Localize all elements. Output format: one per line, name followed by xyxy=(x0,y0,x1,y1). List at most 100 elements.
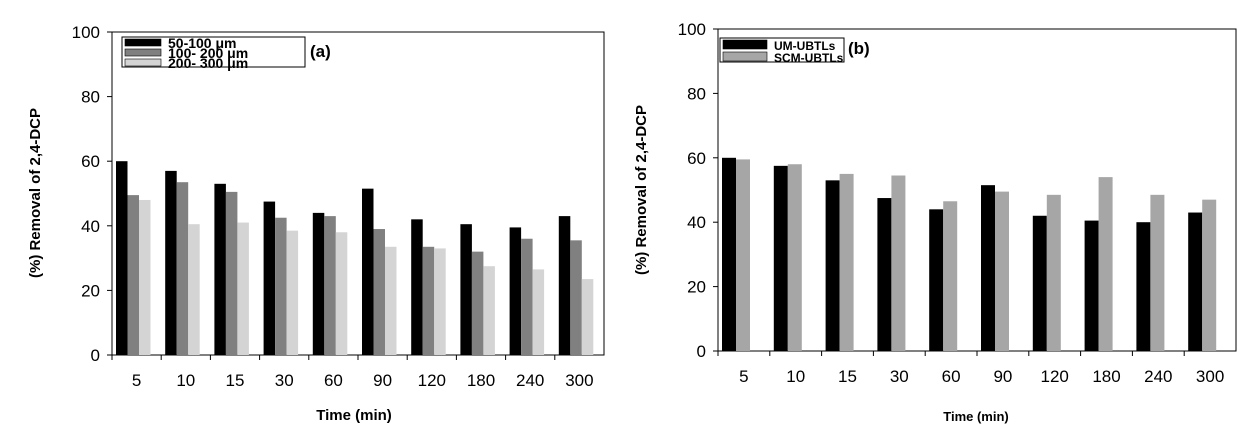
y-axis-label: (%) Removal of 2,4-DCP xyxy=(27,108,44,278)
y-tick-label: 0 xyxy=(697,342,706,361)
y-tick-label: 80 xyxy=(81,88,100,107)
panel-label: (b) xyxy=(848,39,870,58)
bar xyxy=(1046,194,1061,351)
bar xyxy=(225,191,238,355)
bar xyxy=(165,170,177,355)
chart-panel-a: (a) Time (min) (%) Removal of 2,4-DCP 0 2… xyxy=(27,23,605,424)
bar xyxy=(532,269,545,355)
bar xyxy=(312,212,325,355)
legend-swatch xyxy=(722,39,768,50)
x-tick-label: 5 xyxy=(132,371,141,390)
bar xyxy=(263,201,276,355)
legend-swatch xyxy=(124,38,162,47)
y-tick-label: 100 xyxy=(72,23,100,42)
bar xyxy=(116,161,128,355)
bar xyxy=(471,251,484,355)
y-tick-label: 0 xyxy=(91,346,100,365)
x-tick-label: 15 xyxy=(226,371,245,390)
bar xyxy=(1150,194,1165,351)
y-tick-label: 80 xyxy=(687,84,706,103)
bar xyxy=(286,230,299,355)
x-tick-label: 120 xyxy=(418,371,446,390)
chart-panel-b: (b) Time (min) (%) Removal of 2,4-DCP 0 2… xyxy=(633,20,1237,424)
x-tick-label: 10 xyxy=(786,367,805,386)
bar xyxy=(773,165,788,351)
bar xyxy=(275,217,287,355)
legend-label: 200- 300 μm xyxy=(168,55,248,71)
bar xyxy=(214,183,226,355)
bar xyxy=(1098,177,1113,351)
x-tick-label: 300 xyxy=(565,371,593,390)
legend-label: UM-UBTLs xyxy=(774,39,836,53)
bar xyxy=(139,199,151,355)
y-tick-label: 60 xyxy=(687,149,706,168)
legend-label: 100- 200 μm xyxy=(168,45,248,61)
x-axis-label: Time (min) xyxy=(943,409,1009,424)
bar xyxy=(373,229,385,355)
y-tick-label: 40 xyxy=(81,217,100,236)
bar xyxy=(891,175,906,351)
x-tick-label: 30 xyxy=(275,371,294,390)
y-tick-label: 60 xyxy=(81,152,100,171)
bar xyxy=(570,240,582,355)
bar xyxy=(422,246,435,355)
bar xyxy=(943,201,958,351)
x-tick-label: 90 xyxy=(373,371,392,390)
bar xyxy=(434,248,446,355)
x-axis-label: Time (min) xyxy=(316,407,392,424)
bar xyxy=(335,232,348,355)
bar xyxy=(581,279,594,355)
x-tick-label: 10 xyxy=(176,371,195,390)
bar xyxy=(722,157,736,351)
bar xyxy=(324,216,336,355)
bar xyxy=(839,173,854,351)
legend-swatch xyxy=(722,51,768,62)
bar xyxy=(127,195,139,355)
y-tick-label: 20 xyxy=(687,278,706,297)
x-tick-label: 300 xyxy=(1196,367,1224,386)
x-tick-label: 180 xyxy=(467,371,495,390)
x-tick-label: 5 xyxy=(739,367,748,386)
bar xyxy=(1032,215,1047,351)
panel-label: (a) xyxy=(310,42,331,61)
bar xyxy=(877,198,892,351)
bar xyxy=(237,222,249,355)
y-tick-label: 40 xyxy=(687,213,706,232)
bar xyxy=(188,224,200,355)
x-tick-label: 30 xyxy=(890,367,909,386)
x-tick-label: 120 xyxy=(1041,367,1069,386)
x-tick-label: 90 xyxy=(993,367,1012,386)
bar xyxy=(1188,212,1203,351)
bar xyxy=(736,159,750,351)
bar xyxy=(483,266,495,355)
y-tick-label: 100 xyxy=(678,20,706,39)
bar xyxy=(411,219,423,355)
legend-label: SCM-UBTLs xyxy=(774,51,844,65)
bar xyxy=(385,246,397,355)
bar xyxy=(825,180,840,351)
x-tick-label: 240 xyxy=(1144,367,1172,386)
bar xyxy=(929,209,944,351)
y-tick-label: 20 xyxy=(81,281,100,300)
bar xyxy=(1136,222,1151,351)
bar xyxy=(558,216,571,355)
bar xyxy=(981,185,995,351)
bar xyxy=(521,238,533,355)
y-axis-label: (%) Removal of 2,4-DCP xyxy=(633,105,650,275)
bar xyxy=(509,227,522,355)
x-tick-label: 60 xyxy=(324,371,343,390)
bar xyxy=(787,164,802,351)
bar xyxy=(362,188,374,355)
bar xyxy=(1084,220,1099,351)
x-tick-label: 240 xyxy=(516,371,544,390)
x-tick-label: 15 xyxy=(838,367,857,386)
bar xyxy=(1202,199,1217,351)
legend-swatch xyxy=(124,58,162,67)
bar xyxy=(176,182,189,355)
legend-label: 50-100 μm xyxy=(168,35,237,51)
x-tick-label: 180 xyxy=(1092,367,1120,386)
x-tick-label: 60 xyxy=(942,367,961,386)
bar xyxy=(460,224,472,355)
